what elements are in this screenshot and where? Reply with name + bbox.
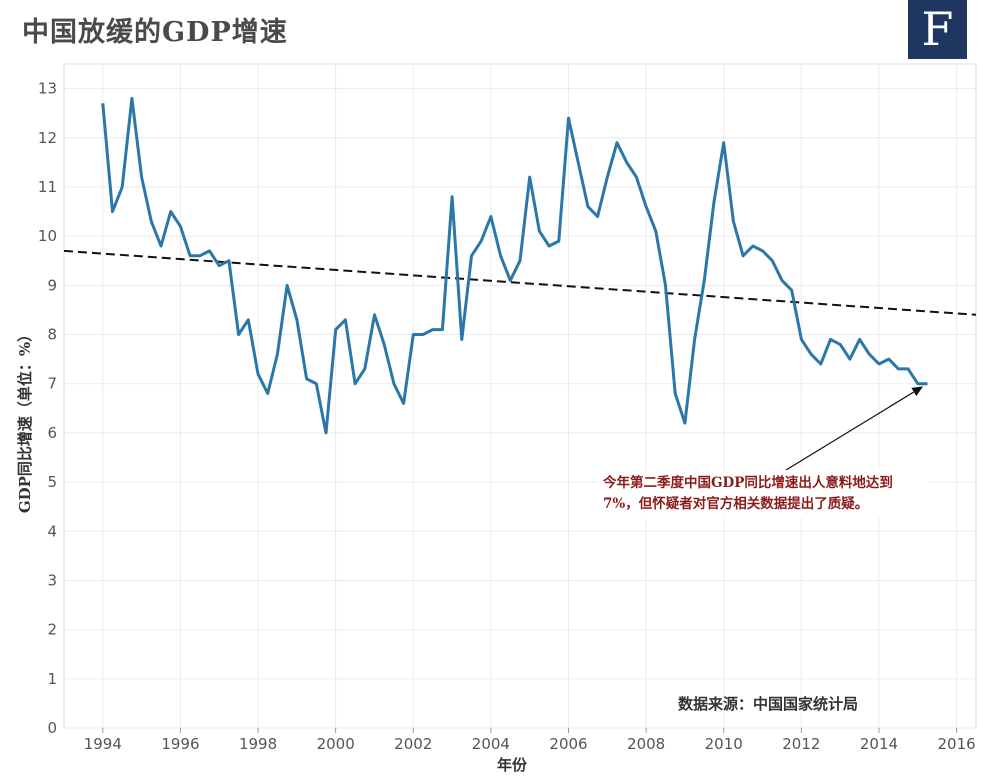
x-tick-label: 2014 [860, 735, 898, 753]
x-tick-label: 2000 [317, 735, 355, 753]
data-source: 数据来源：中国国家统计局 [678, 695, 859, 713]
gdp-growth-line [101, 96, 928, 435]
y-tick-label: 13 [38, 80, 57, 98]
y-tick-label: 7 [47, 375, 57, 393]
y-tick-label: 1 [47, 670, 57, 688]
page-title: 中国放缓的GDP增速 [22, 17, 288, 48]
y-tick-label: 2 [47, 621, 57, 639]
x-tick-label: 2006 [549, 735, 587, 753]
x-tick-label: 2002 [394, 735, 432, 753]
x-tick-label: 1994 [84, 735, 122, 753]
x-axis-ticks: 1994 1996 1998 2000 2002 2004 2006 2008 2010 2012… [84, 728, 976, 753]
y-axis-label: GDP同比增速（单位：%） [16, 327, 34, 513]
y-tick-label: 12 [38, 129, 57, 147]
y-tick-label: 8 [47, 326, 57, 344]
y-tick-label: 9 [47, 276, 57, 294]
annotation-note: 今年第二季度中国GDP同比增速出人意料地达到7%，但怀疑者对官方相关数据提出了质… [597, 470, 929, 518]
y-tick-label: 3 [47, 571, 57, 589]
x-tick-label: 2004 [472, 735, 510, 753]
y-tick-label: 11 [38, 178, 57, 196]
plot-area [63, 63, 977, 729]
y-tick-label: 6 [47, 424, 57, 442]
y-tick-label: 4 [47, 522, 57, 540]
y-tick-label: 5 [47, 473, 57, 491]
y-tick-label: 10 [38, 227, 57, 245]
y-tick-label: 0 [47, 719, 57, 737]
x-tick-label: 1998 [239, 735, 277, 753]
x-tick-label: 2012 [782, 735, 820, 753]
publisher-logo: F [908, 0, 967, 59]
x-tick-label: 1996 [161, 735, 199, 753]
grid-lines [64, 64, 976, 729]
x-tick-label: 2016 [938, 735, 976, 753]
annotation-arrow [785, 386, 924, 471]
x-axis-label: 年份 [497, 756, 528, 774]
trend-line [63, 249, 977, 316]
x-tick-label: 2010 [705, 735, 743, 753]
x-tick-label: 2008 [627, 735, 665, 753]
